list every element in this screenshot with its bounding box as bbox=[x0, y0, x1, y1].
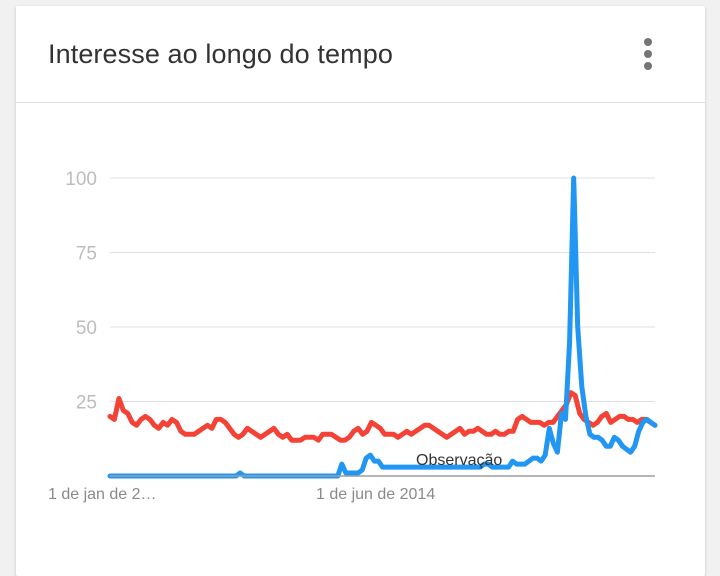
x-tick-label: 1 de jun de 2014 bbox=[316, 486, 435, 503]
y-tick-label: 50 bbox=[76, 318, 97, 339]
interest-over-time-card: Interesse ao longo do tempo bbox=[16, 6, 705, 576]
more-vert-icon[interactable] bbox=[634, 36, 662, 74]
y-axis-ticks: 100 75 50 25 bbox=[65, 169, 97, 414]
card-header: Interesse ao longo do tempo bbox=[16, 6, 705, 103]
line-chart[interactable]: 100 75 50 25 1 de jan de 2… 1 de jun de … bbox=[0, 0, 720, 564]
card-title: Interesse ao longo do tempo bbox=[48, 39, 393, 69]
y-tick-label: 25 bbox=[76, 393, 97, 414]
series-line-red[interactable] bbox=[107, 390, 658, 443]
x-axis-ticks: 1 de jan de 2… 1 de jun de 2014 bbox=[48, 486, 435, 503]
menu-dot bbox=[644, 62, 652, 70]
x-tick-label: 1 de jan de 2… bbox=[48, 486, 157, 503]
menu-dot bbox=[644, 50, 652, 58]
menu-dot bbox=[644, 38, 652, 46]
y-tick-label: 100 bbox=[65, 169, 97, 190]
y-tick-label: 75 bbox=[76, 244, 97, 265]
annotation-label[interactable]: Observação bbox=[416, 452, 502, 469]
